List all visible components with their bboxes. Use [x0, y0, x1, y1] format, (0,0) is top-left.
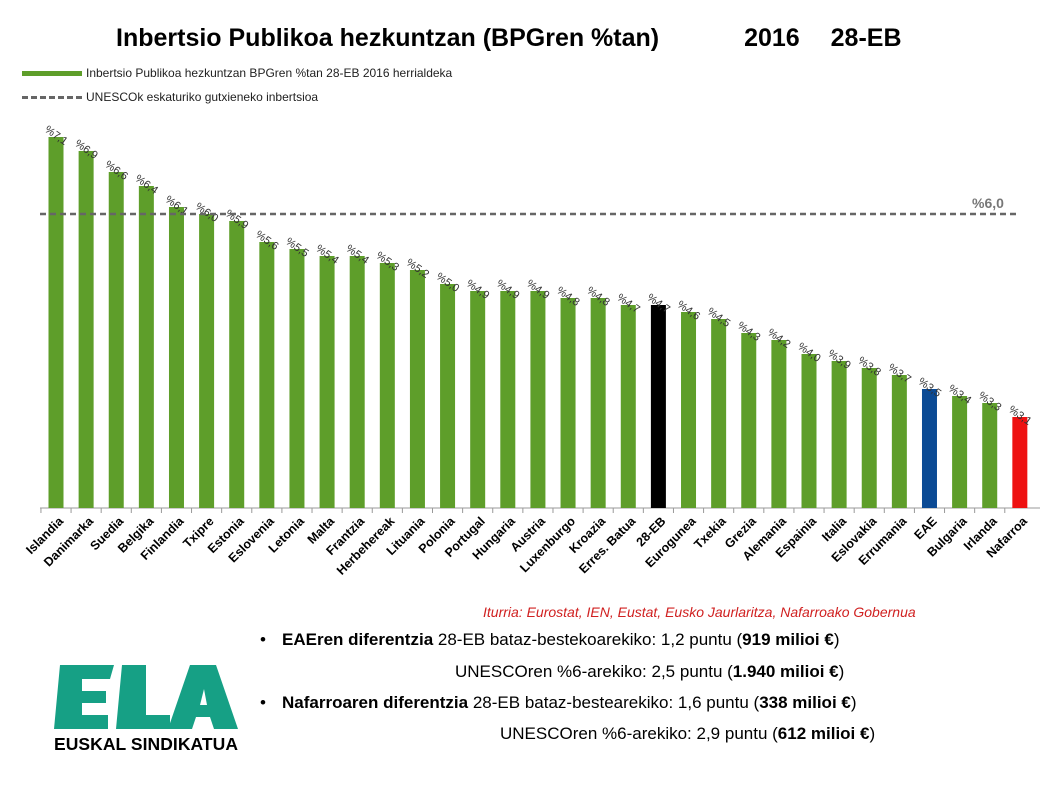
title-main: Inbertsio Publikoa hezkuntzan (BPGren %t…	[116, 24, 660, 52]
note-text: UNESCOren %6-arekiko: 2,5 puntu (	[455, 662, 733, 681]
bar	[379, 263, 395, 508]
legend-bars-label: Inbertsio Publikoa hezkuntzan BPGren %ta…	[86, 66, 453, 80]
bar	[409, 270, 425, 508]
bar	[78, 151, 94, 508]
source-note: Iturria: Eurostat, IEN, Eustat, Eusko Ja…	[483, 604, 916, 620]
bar	[560, 298, 576, 508]
bar	[259, 242, 275, 508]
note-close: )	[869, 724, 876, 743]
note-close: )	[833, 630, 840, 649]
note-bold: Nafarroaren diferentzia	[282, 693, 469, 712]
bar	[831, 361, 847, 508]
bar	[108, 172, 124, 508]
legend-line-swatch	[22, 95, 82, 99]
note-text: 28-EB bataz-bestearekiko: 1,6 puntu (	[468, 693, 760, 712]
category-label: Txekia	[691, 513, 729, 551]
bar	[199, 214, 215, 508]
note-text: 28-EB bataz-bestekoarekiko: 1,2 puntu (	[433, 630, 743, 649]
bar	[891, 375, 907, 508]
bar	[741, 333, 757, 508]
bar	[982, 403, 998, 508]
legend-item-line: UNESCOk eskaturiko gutxieneko inbertsioa	[22, 90, 318, 104]
bar	[711, 319, 727, 508]
note-amount: 1.940 milioi €	[732, 662, 839, 681]
bar	[921, 389, 937, 508]
bar	[801, 354, 817, 508]
title-region: 28-EB	[830, 24, 902, 52]
bar	[530, 291, 546, 508]
bullet: •	[260, 630, 266, 649]
bar	[500, 291, 516, 508]
svg-text:EUSKAL SINDIKATUA: EUSKAL SINDIKATUA	[54, 734, 238, 754]
bar	[349, 256, 365, 508]
title-year: 2016	[744, 24, 800, 52]
bar	[952, 396, 968, 508]
bar	[470, 291, 486, 508]
bar	[229, 221, 245, 508]
bar	[771, 340, 787, 508]
note-eae: • EAEren diferentzia 28-EB bataz-besteko…	[260, 630, 840, 650]
note-amount: 612 milioi €	[777, 724, 870, 743]
bar-chart: %7,1Islandia%6,9Danimarka%6,6Suedia%6,4B…	[23, 124, 1040, 578]
bar	[440, 284, 456, 508]
threshold-label: %6,0	[972, 195, 1004, 211]
note-amount: 338 milioi €	[759, 693, 851, 712]
legend-item-bars: Inbertsio Publikoa hezkuntzan BPGren %ta…	[22, 66, 452, 80]
bar	[48, 137, 64, 508]
bar	[650, 305, 666, 508]
chart-title: Inbertsio Publikoa hezkuntzan (BPGren %t…	[116, 24, 902, 53]
note-text: UNESCOren %6-arekiko: 2,9 puntu (	[500, 724, 778, 743]
note-close: )	[850, 693, 857, 712]
legend-line-label: UNESCOk eskaturiko gutxieneko inbertsioa	[86, 90, 319, 104]
note-eae-unesco: UNESCOren %6-arekiko: 2,5 puntu (1.940 m…	[455, 662, 844, 682]
note-close: )	[838, 662, 845, 681]
bar	[620, 305, 636, 508]
note-nafarroa-unesco: UNESCOren %6-arekiko: 2,9 puntu (612 mil…	[500, 724, 875, 744]
bullet: •	[260, 693, 266, 712]
legend-bar-swatch	[22, 70, 82, 76]
bar	[1012, 417, 1028, 508]
bar	[861, 368, 877, 508]
bar	[590, 298, 606, 508]
bar	[681, 312, 697, 508]
note-amount: 919 milioi €	[742, 630, 834, 649]
note-bold: EAEren diferentzia	[282, 630, 434, 649]
bar	[319, 256, 335, 508]
note-nafarroa: • Nafarroaren diferentzia 28-EB bataz-be…	[260, 693, 857, 713]
ela-logo: EUSKAL SINDIKATUA	[54, 665, 238, 754]
bar	[138, 186, 154, 508]
bar	[289, 249, 305, 508]
bar	[168, 207, 184, 508]
